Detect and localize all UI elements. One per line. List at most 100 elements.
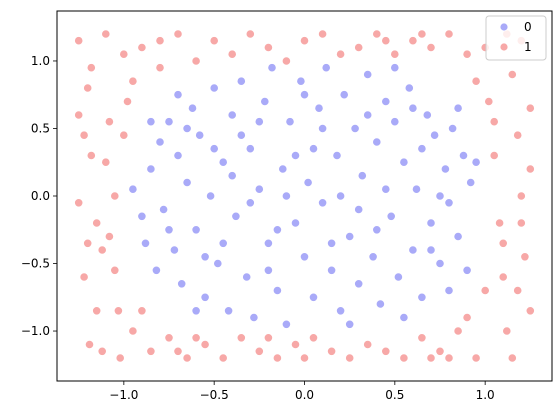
- point-series-1-97: [480, 285, 490, 296]
- point-series-0-90: [408, 103, 418, 113]
- point-series-0-18: [218, 157, 228, 167]
- point-series-0-65: [429, 130, 440, 140]
- x-tick-label-0: −1.0: [109, 388, 138, 402]
- point-series-0-100: [354, 204, 364, 215]
- point-series-0-73: [466, 177, 476, 188]
- plot-frame: [56, 10, 553, 382]
- point-series-0-58: [399, 157, 409, 167]
- point-series-1-73: [498, 238, 508, 248]
- point-series-1-15: [137, 42, 147, 53]
- point-series-0-87: [299, 90, 310, 100]
- point-series-1-91: [381, 36, 391, 46]
- point-series-1-8: [110, 191, 120, 201]
- point-series-1-49: [444, 29, 454, 39]
- point-series-1-79: [137, 306, 147, 316]
- point-series-1-92: [97, 346, 107, 356]
- point-series-0-9: [177, 279, 187, 289]
- point-series-1-40: [363, 339, 373, 350]
- legend-label-0: 0: [524, 20, 532, 34]
- point-series-0-86: [263, 265, 273, 275]
- point-series-1-95: [426, 353, 436, 363]
- legend-marker-0: [499, 22, 509, 32]
- point-series-0-101: [245, 198, 255, 208]
- point-series-0-39: [314, 103, 324, 113]
- point-series-1-10: [113, 306, 124, 316]
- point-series-1-32: [290, 339, 301, 350]
- point-series-0-4: [155, 137, 165, 147]
- point-series-1-60: [513, 130, 523, 140]
- point-series-0-48: [354, 279, 364, 289]
- point-series-0-0: [128, 184, 138, 194]
- point-series-0-15: [206, 191, 216, 201]
- point-series-1-57: [498, 272, 508, 282]
- point-series-1-56: [494, 218, 505, 228]
- point-series-1-33: [299, 36, 310, 46]
- point-series-0-11: [187, 103, 198, 113]
- y-tick-label-0: −1.0: [21, 324, 50, 338]
- point-series-0-55: [386, 211, 396, 221]
- x-tick-label-2: 0.0: [295, 388, 314, 402]
- point-series-0-56: [390, 117, 400, 127]
- point-series-0-54: [381, 96, 391, 107]
- point-series-0-51: [368, 252, 378, 262]
- point-series-0-108: [146, 117, 156, 127]
- point-series-1-70: [110, 265, 120, 275]
- point-series-1-58: [502, 326, 512, 336]
- point-series-1-81: [155, 36, 165, 46]
- point-series-1-80: [462, 312, 472, 323]
- point-series-1-20: [182, 353, 192, 363]
- x-tick-label-4: 1.0: [476, 388, 495, 402]
- point-series-0-104: [209, 144, 219, 154]
- point-series-1-62: [520, 252, 530, 262]
- point-series-1-30: [272, 353, 282, 363]
- point-series-0-16: [209, 83, 219, 93]
- point-series-0-45: [339, 90, 349, 100]
- point-series-1-45: [408, 36, 418, 46]
- point-series-0-93: [254, 117, 264, 127]
- point-series-0-67: [440, 164, 450, 174]
- point-series-0-6: [164, 117, 174, 127]
- point-series-1-71: [86, 63, 96, 73]
- point-series-1-14: [128, 326, 138, 336]
- point-series-1-74: [525, 103, 535, 113]
- point-series-1-89: [299, 353, 310, 363]
- point-series-0-33: [285, 117, 295, 127]
- point-series-1-54: [484, 96, 494, 107]
- point-series-1-9: [97, 245, 107, 255]
- point-series-1-11: [119, 49, 129, 59]
- point-series-0-63: [422, 110, 432, 120]
- point-series-1-35: [317, 29, 328, 39]
- x-tick-label-1: −0.5: [200, 388, 229, 402]
- point-series-1-61: [516, 191, 526, 201]
- plot-background: [57, 11, 552, 381]
- point-series-0-32: [281, 319, 291, 329]
- point-series-1-75: [513, 285, 523, 296]
- point-series-0-14: [200, 292, 210, 302]
- point-series-1-23: [209, 36, 219, 46]
- point-series-0-99: [281, 191, 291, 201]
- point-series-1-41: [372, 29, 382, 39]
- point-series-0-38: [308, 292, 319, 302]
- point-series-0-41: [321, 63, 331, 73]
- point-series-1-37: [335, 49, 346, 59]
- point-series-1-68: [92, 306, 102, 316]
- y-tick-label-1: −0.5: [21, 257, 50, 271]
- point-series-0-92: [218, 238, 228, 248]
- point-series-0-17: [213, 258, 223, 269]
- point-series-0-69: [447, 123, 458, 134]
- point-series-0-89: [372, 225, 382, 235]
- point-series-1-19: [173, 29, 183, 39]
- point-series-0-109: [471, 157, 481, 167]
- point-series-0-7: [169, 245, 179, 255]
- point-series-1-6: [101, 29, 111, 39]
- legend-label-1: 1: [524, 40, 532, 54]
- point-series-1-59: [507, 69, 517, 80]
- point-series-0-44: [335, 306, 346, 316]
- point-series-0-64: [426, 218, 436, 228]
- point-series-1-34: [308, 333, 319, 343]
- point-series-1-26: [236, 333, 246, 343]
- point-series-0-91: [444, 285, 454, 296]
- point-series-0-3: [151, 265, 161, 275]
- point-series-0-27: [260, 96, 270, 107]
